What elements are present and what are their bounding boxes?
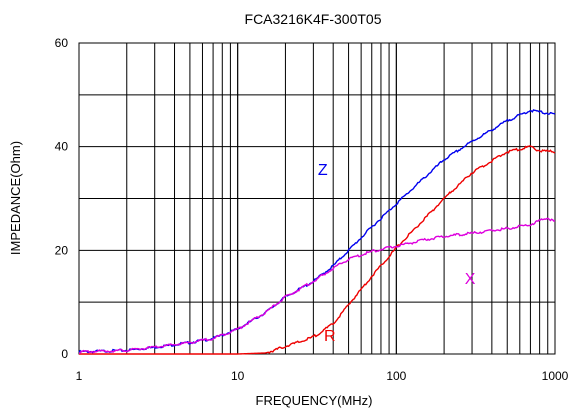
- series-label-z: Z: [318, 162, 328, 179]
- series-labels: Z R X: [318, 162, 476, 345]
- series-lines: [78, 109, 556, 355]
- x-axis-label: FREQUENCY(MHz): [256, 393, 373, 408]
- tick-labels: 1 10 100 1000 0 20 40 60: [55, 36, 569, 383]
- x-tick-label: 1000: [542, 369, 569, 383]
- x-tick-label: 10: [231, 369, 245, 383]
- series-line-r: [79, 145, 556, 355]
- y-tick-label: 20: [55, 243, 69, 257]
- series-label-r: R: [324, 328, 336, 345]
- y-tick-label: 0: [61, 347, 68, 361]
- y-tick-label: 40: [55, 140, 69, 154]
- x-tick-label: 100: [386, 369, 406, 383]
- series-line-x: [78, 217, 556, 354]
- y-axis-label: IMPEDANCE(Ohm): [8, 141, 23, 255]
- series-label-x: X: [465, 271, 476, 288]
- y-tick-label: 60: [55, 36, 69, 50]
- x-tick-label: 1: [76, 369, 83, 383]
- plot-frame: [78, 42, 556, 355]
- chart-title: FCA3216K4F-300T05: [245, 11, 382, 27]
